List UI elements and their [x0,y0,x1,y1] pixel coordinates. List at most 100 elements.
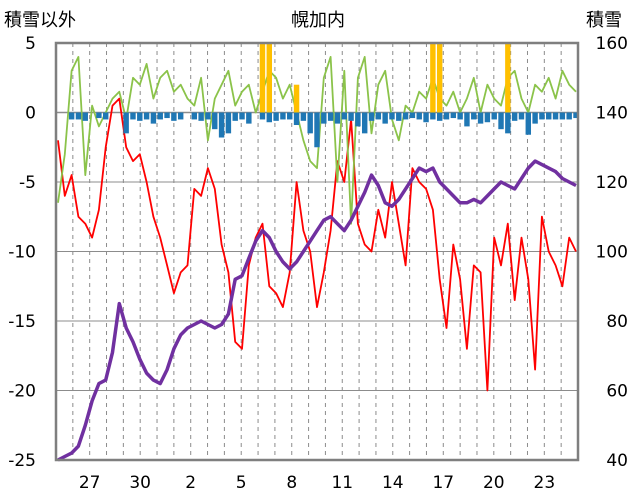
x-tick-label: 23 [534,473,556,493]
left-tick-label: 5 [25,34,36,54]
bar-mark [368,112,375,121]
bar-mark [389,112,395,120]
bar-mark [225,112,232,134]
bar-mark [518,112,525,120]
x-tick-label: 20 [483,473,505,493]
bar-mark [321,112,327,124]
bar-mark [416,112,422,120]
bar-mark [471,112,477,120]
bar-mark [266,112,273,123]
left-tick-label: -25 [8,451,36,471]
bar-mark [96,112,102,119]
bar-mark [341,112,347,120]
bar-mark [171,112,177,121]
bar-mark [525,112,532,135]
x-tick-label: 11 [331,473,353,493]
right-tick-label: 120 [596,173,628,193]
right-tick-label: 140 [596,104,628,124]
bar-mark [259,112,266,120]
left-tick-label: -20 [8,382,36,402]
bar-mark [348,112,354,121]
series-line [57,159,577,462]
bar-mark [573,112,579,119]
right-tick-label: 100 [596,243,628,263]
bar-mark [566,112,572,120]
x-tick-label: 17 [432,473,454,493]
right-tick-label: 60 [606,382,628,402]
bar-mark [511,112,518,121]
bar-mark [300,112,307,121]
bar-mark [532,112,538,124]
bar-mark [287,112,293,120]
bar-mark [137,112,143,121]
bar-mark [552,112,559,120]
left-tick-label: -15 [8,312,36,332]
bar-mark [259,43,266,113]
bar-mark [457,112,463,120]
bar-mark [450,112,457,119]
bar-mark [382,112,388,124]
bar-mark [82,112,88,121]
bar-mark [464,112,470,127]
bar-mark [314,112,320,148]
bar-mark [559,112,566,120]
bar-mark [280,112,286,120]
left-tick-label: 0 [25,104,36,124]
bar-mark [246,112,252,124]
bar-mark [546,112,552,120]
bar-mark [266,43,273,113]
bar-mark [123,112,129,134]
chart-title: 幌加内 [291,10,345,31]
x-tick-label: 8 [286,473,297,493]
x-tick-label: 2 [185,473,196,493]
bar-mark [355,112,361,127]
bar-mark [157,112,163,120]
right-tick-label: 80 [606,312,628,332]
right-tick-label: 40 [606,451,628,471]
x-tick-label: 14 [382,473,404,493]
bar-mark [327,112,334,121]
bar-mark [130,112,136,120]
bar-mark [177,112,184,120]
bar-mark [498,112,504,130]
bar-mark [402,112,409,120]
bar-mark [273,112,279,121]
x-tick-label: 5 [236,473,247,493]
bar-mark [505,43,511,113]
bar-mark [68,112,75,120]
bar-mark [334,112,341,124]
right-axis-title: 積雪 [586,10,622,31]
bar-mark [436,112,443,121]
series-line [57,56,577,225]
bar-mark [239,112,245,120]
bar-mark [484,112,491,123]
bar-mark [102,112,109,120]
bar-mark [361,112,368,134]
bar-mark [409,112,416,119]
series [57,43,579,462]
left-axis-title: 積雪以外 [4,10,76,31]
left-tick-label: -10 [8,243,36,263]
bar-mark [430,43,436,113]
bar-mark [143,112,150,120]
bar-mark [232,112,238,121]
bar-mark [505,112,511,134]
bar-mark [150,112,157,124]
bar-mark [477,112,484,124]
bar-mark [491,112,497,120]
bar-mark [375,112,382,120]
bar-mark [396,112,402,121]
bar-mark [212,112,218,130]
plot-border [54,41,580,462]
axes: 5 0 -5 -10 -15 -20 -25 160 140 120 100 80 60 40 27 30 2 5… [8,34,628,493]
bar-mark [436,43,443,113]
bar-mark [293,84,300,113]
right-tick-label: 160 [596,34,628,54]
x-tick-label: 30 [129,473,151,493]
x-tick-label: 27 [79,473,101,493]
bar-mark [443,112,450,120]
bar-mark [539,112,545,120]
bar-mark [205,112,211,120]
bar-mark [423,112,429,123]
